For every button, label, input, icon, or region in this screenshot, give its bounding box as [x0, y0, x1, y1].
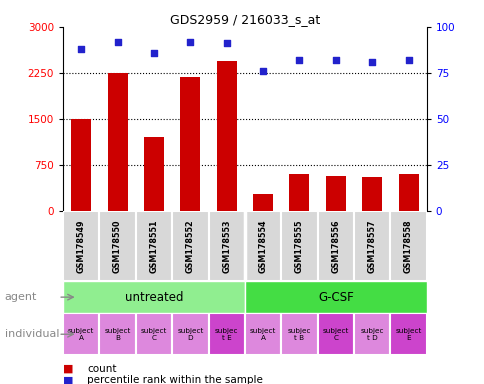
Point [295, 57, 302, 63]
Text: GSM178556: GSM178556 [331, 219, 340, 273]
FancyBboxPatch shape [63, 281, 244, 313]
FancyBboxPatch shape [63, 313, 99, 356]
Text: individual: individual [5, 329, 59, 339]
Point [222, 40, 230, 46]
Text: count: count [87, 364, 117, 374]
Point [404, 57, 411, 63]
Bar [253, 194, 272, 210]
Text: agent: agent [5, 292, 37, 302]
FancyBboxPatch shape [353, 313, 390, 356]
Title: GDS2959 / 216033_s_at: GDS2959 / 216033_s_at [169, 13, 319, 26]
Bar [216, 61, 236, 210]
Point [77, 46, 85, 52]
Bar [325, 176, 345, 210]
Point [186, 38, 194, 45]
Text: GSM178558: GSM178558 [403, 219, 412, 273]
Text: GSM178551: GSM178551 [149, 219, 158, 273]
FancyBboxPatch shape [281, 313, 317, 356]
FancyBboxPatch shape [172, 313, 208, 356]
Bar [144, 137, 164, 210]
Text: subjec
t B: subjec t B [287, 328, 311, 341]
Text: GSM178552: GSM178552 [185, 219, 195, 273]
FancyBboxPatch shape [390, 210, 426, 281]
Text: G-CSF: G-CSF [318, 291, 353, 304]
FancyBboxPatch shape [390, 313, 426, 356]
Bar [107, 73, 127, 210]
Point [367, 59, 375, 65]
Text: ■: ■ [63, 364, 74, 374]
FancyBboxPatch shape [99, 210, 136, 281]
FancyBboxPatch shape [208, 210, 244, 281]
Text: GSM178553: GSM178553 [222, 219, 231, 273]
Text: GSM178557: GSM178557 [367, 219, 376, 273]
Point [150, 50, 157, 56]
Text: GSM178550: GSM178550 [113, 219, 122, 273]
FancyBboxPatch shape [172, 210, 208, 281]
Point [331, 57, 339, 63]
Text: subject
C: subject C [322, 328, 348, 341]
FancyBboxPatch shape [136, 210, 172, 281]
FancyBboxPatch shape [244, 313, 281, 356]
Text: subject
C: subject C [140, 328, 167, 341]
Text: subject
A: subject A [249, 328, 276, 341]
Text: percentile rank within the sample: percentile rank within the sample [87, 376, 263, 384]
Text: GSM178549: GSM178549 [76, 219, 86, 273]
Text: untreated: untreated [124, 291, 183, 304]
FancyBboxPatch shape [317, 210, 353, 281]
Text: subject
D: subject D [177, 328, 203, 341]
Text: subject
B: subject B [104, 328, 131, 341]
Text: subjec
t E: subjec t E [214, 328, 238, 341]
FancyBboxPatch shape [63, 210, 99, 281]
Point [113, 38, 121, 45]
Bar [398, 174, 418, 210]
Text: GSM178555: GSM178555 [294, 219, 303, 273]
Bar [289, 174, 309, 210]
FancyBboxPatch shape [281, 210, 317, 281]
Point [258, 68, 266, 74]
FancyBboxPatch shape [317, 313, 353, 356]
Text: subject
A: subject A [68, 328, 94, 341]
Text: subjec
t D: subjec t D [360, 328, 383, 341]
FancyBboxPatch shape [353, 210, 390, 281]
FancyBboxPatch shape [99, 313, 136, 356]
FancyBboxPatch shape [244, 281, 426, 313]
Bar [71, 119, 91, 210]
FancyBboxPatch shape [244, 210, 281, 281]
FancyBboxPatch shape [208, 313, 244, 356]
Text: GSM178554: GSM178554 [258, 219, 267, 273]
Bar [180, 77, 200, 210]
Text: ■: ■ [63, 376, 74, 384]
FancyBboxPatch shape [136, 313, 172, 356]
Text: subject
E: subject E [394, 328, 421, 341]
Bar [362, 177, 381, 210]
